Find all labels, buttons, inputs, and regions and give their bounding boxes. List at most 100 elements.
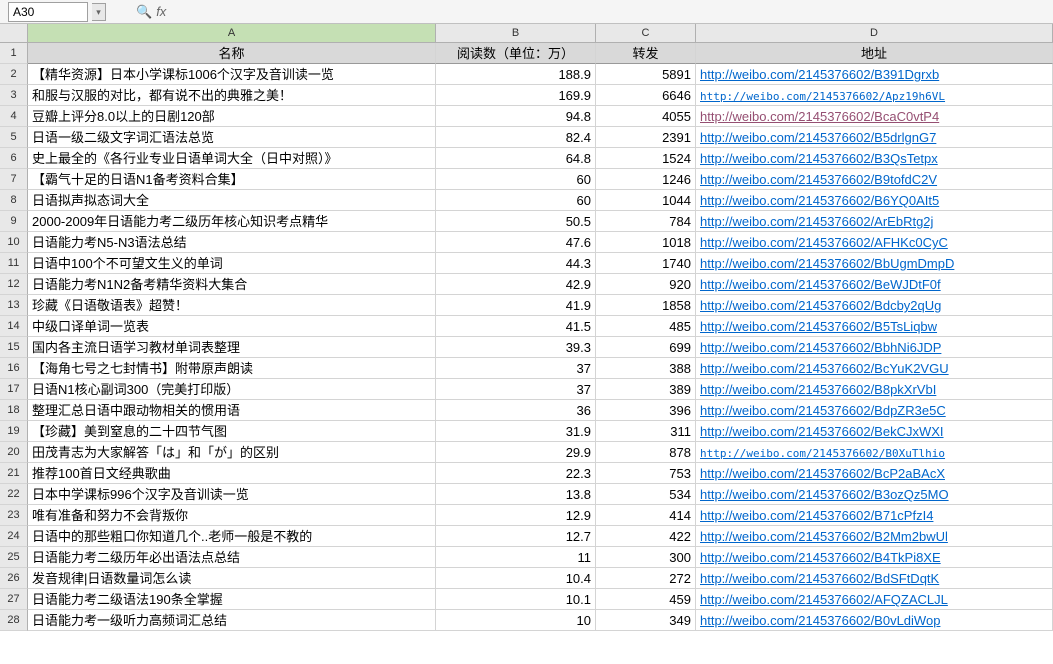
cell-forwards[interactable]: 878 xyxy=(596,442,696,463)
cell-name[interactable]: 日语中100个不可望文生义的单词 xyxy=(28,253,436,274)
cell-name[interactable]: 【海角七号之七封情书】附带原声朗读 xyxy=(28,358,436,379)
cell-forwards[interactable]: 1246 xyxy=(596,169,696,190)
cell-forwards[interactable]: 534 xyxy=(596,484,696,505)
select-all-corner[interactable] xyxy=(0,24,28,43)
cell-url[interactable]: http://weibo.com/2145376602/BcYuK2VGU xyxy=(696,358,1053,379)
cell-reads[interactable]: 42.9 xyxy=(436,274,596,295)
cell-forwards[interactable]: 699 xyxy=(596,337,696,358)
cell-forwards[interactable]: 1858 xyxy=(596,295,696,316)
cell-reads[interactable]: 29.9 xyxy=(436,442,596,463)
cell-name[interactable]: 史上最全的《各行业专业日语单词大全（日中对照）》 xyxy=(28,148,436,169)
row-head[interactable]: 13 xyxy=(0,295,28,316)
cell-url[interactable]: http://weibo.com/2145376602/B6YQ0AIt5 xyxy=(696,190,1053,211)
cell-url[interactable]: http://weibo.com/2145376602/B8pkXrVbI xyxy=(696,379,1053,400)
cell-reads[interactable]: 12.7 xyxy=(436,526,596,547)
cell-reads[interactable]: 22.3 xyxy=(436,463,596,484)
cell-forwards[interactable]: 389 xyxy=(596,379,696,400)
cell-reads[interactable]: 10.4 xyxy=(436,568,596,589)
cell-name[interactable]: 【珍藏】美到窒息的二十四节气图 xyxy=(28,421,436,442)
cell-reads[interactable]: 47.6 xyxy=(436,232,596,253)
url-link[interactable]: http://weibo.com/2145376602/BcYuK2VGU xyxy=(700,361,949,376)
header-reads[interactable]: 阅读数（单位：万） xyxy=(436,43,596,64)
url-link[interactable]: http://weibo.com/2145376602/B5TsLiqbw xyxy=(700,319,937,334)
header-forwards[interactable]: 转发 xyxy=(596,43,696,64)
url-link[interactable]: http://weibo.com/2145376602/B71cPfzI4 xyxy=(700,508,933,523)
cell-reads[interactable]: 31.9 xyxy=(436,421,596,442)
cell-reads[interactable]: 94.8 xyxy=(436,106,596,127)
cell-name[interactable]: 日语能力考N5-N3语法总结 xyxy=(28,232,436,253)
row-head[interactable]: 15 xyxy=(0,337,28,358)
cell-url[interactable]: http://weibo.com/2145376602/BdSFtDqtK xyxy=(696,568,1053,589)
cell-forwards[interactable]: 5891 xyxy=(596,64,696,85)
name-box[interactable] xyxy=(8,2,88,22)
name-box-dropdown[interactable]: ▾ xyxy=(92,3,106,21)
url-link[interactable]: http://weibo.com/2145376602/B0vLdiWop xyxy=(700,613,940,628)
cell-url[interactable]: http://weibo.com/2145376602/BdpZR3e5C xyxy=(696,400,1053,421)
cell-reads[interactable]: 37 xyxy=(436,358,596,379)
row-head[interactable]: 9 xyxy=(0,211,28,232)
cell-reads[interactable]: 11 xyxy=(436,547,596,568)
cell-url[interactable]: http://weibo.com/2145376602/BcaC0vtP4 xyxy=(696,106,1053,127)
cell-url[interactable]: http://weibo.com/2145376602/B5drlgnG7 xyxy=(696,127,1053,148)
row-head[interactable]: 3 xyxy=(0,85,28,106)
cell-reads[interactable]: 37 xyxy=(436,379,596,400)
cell-name[interactable]: 日语能力考二级历年必出语法点总结 xyxy=(28,547,436,568)
cell-forwards[interactable]: 1524 xyxy=(596,148,696,169)
row-head[interactable]: 7 xyxy=(0,169,28,190)
cell-name[interactable]: 日本中学课标996个汉字及音训读一览 xyxy=(28,484,436,505)
cell-forwards[interactable]: 422 xyxy=(596,526,696,547)
cell-url[interactable]: http://weibo.com/2145376602/AFQZACLJL xyxy=(696,589,1053,610)
cell-name[interactable]: 日语能力考一级听力高频词汇总结 xyxy=(28,610,436,631)
url-link[interactable]: http://weibo.com/2145376602/B6YQ0AIt5 xyxy=(700,193,939,208)
row-head[interactable]: 22 xyxy=(0,484,28,505)
url-link[interactable]: http://weibo.com/2145376602/B2Mm2bwUl xyxy=(700,529,948,544)
cell-url[interactable]: http://weibo.com/2145376602/Bdcby2qUg xyxy=(696,295,1053,316)
cell-url[interactable]: http://weibo.com/2145376602/B2Mm2bwUl xyxy=(696,526,1053,547)
header-name[interactable]: 名称 xyxy=(28,43,436,64)
cell-reads[interactable]: 60 xyxy=(436,190,596,211)
cell-url[interactable]: http://weibo.com/2145376602/Apz19h6VL xyxy=(696,85,1053,106)
cell-url[interactable]: http://weibo.com/2145376602/B9tofdC2V xyxy=(696,169,1053,190)
cell-forwards[interactable]: 396 xyxy=(596,400,696,421)
cell-forwards[interactable]: 311 xyxy=(596,421,696,442)
cell-url[interactable]: http://weibo.com/2145376602/BeWJDtF0f xyxy=(696,274,1053,295)
cell-reads[interactable]: 44.3 xyxy=(436,253,596,274)
cell-forwards[interactable]: 1740 xyxy=(596,253,696,274)
cell-name[interactable]: 中级口译单词一览表 xyxy=(28,316,436,337)
row-head[interactable]: 21 xyxy=(0,463,28,484)
cell-url[interactable]: http://weibo.com/2145376602/BbhNi6JDP xyxy=(696,337,1053,358)
cell-reads[interactable]: 50.5 xyxy=(436,211,596,232)
cell-forwards[interactable]: 459 xyxy=(596,589,696,610)
url-link[interactable]: http://weibo.com/2145376602/B3ozQz5MO xyxy=(700,487,949,502)
row-head[interactable]: 2 xyxy=(0,64,28,85)
cell-url[interactable]: http://weibo.com/2145376602/B0vLdiWop xyxy=(696,610,1053,631)
row-head[interactable]: 5 xyxy=(0,127,28,148)
cell-name[interactable]: 日语拟声拟态词大全 xyxy=(28,190,436,211)
cell-name[interactable]: 日语N1核心副词300（完美打印版） xyxy=(28,379,436,400)
url-link[interactable]: http://weibo.com/2145376602/BcP2aBAcX xyxy=(700,466,945,481)
cell-name[interactable]: 田茂青志为大家解答「は」和「が」的区别 xyxy=(28,442,436,463)
cell-reads[interactable]: 64.8 xyxy=(436,148,596,169)
cell-reads[interactable]: 60 xyxy=(436,169,596,190)
cell-name[interactable]: 国内各主流日语学习教材单词表整理 xyxy=(28,337,436,358)
cell-reads[interactable]: 10 xyxy=(436,610,596,631)
row-head[interactable]: 19 xyxy=(0,421,28,442)
row-head[interactable]: 27 xyxy=(0,589,28,610)
cell-forwards[interactable]: 300 xyxy=(596,547,696,568)
row-head[interactable]: 23 xyxy=(0,505,28,526)
col-head-B[interactable]: B xyxy=(436,24,596,43)
cell-name[interactable]: 推荐100首日文经典歌曲 xyxy=(28,463,436,484)
url-link[interactable]: http://weibo.com/2145376602/Bdcby2qUg xyxy=(700,298,941,313)
cell-reads[interactable]: 13.8 xyxy=(436,484,596,505)
row-head[interactable]: 10 xyxy=(0,232,28,253)
row-head[interactable]: 6 xyxy=(0,148,28,169)
url-link[interactable]: http://weibo.com/2145376602/BeWJDtF0f xyxy=(700,277,941,292)
cell-reads[interactable]: 41.9 xyxy=(436,295,596,316)
cell-url[interactable]: http://weibo.com/2145376602/B0XuTlhio xyxy=(696,442,1053,463)
cell-url[interactable]: http://weibo.com/2145376602/BcP2aBAcX xyxy=(696,463,1053,484)
url-link[interactable]: http://weibo.com/2145376602/ArEbRtg2j xyxy=(700,214,933,229)
cell-reads[interactable]: 41.5 xyxy=(436,316,596,337)
cell-name[interactable]: 【精华资源】日本小学课标1006个汉字及音训读一览 xyxy=(28,64,436,85)
cell-url[interactable]: http://weibo.com/2145376602/AFHKc0CyC xyxy=(696,232,1053,253)
row-head[interactable]: 20 xyxy=(0,442,28,463)
